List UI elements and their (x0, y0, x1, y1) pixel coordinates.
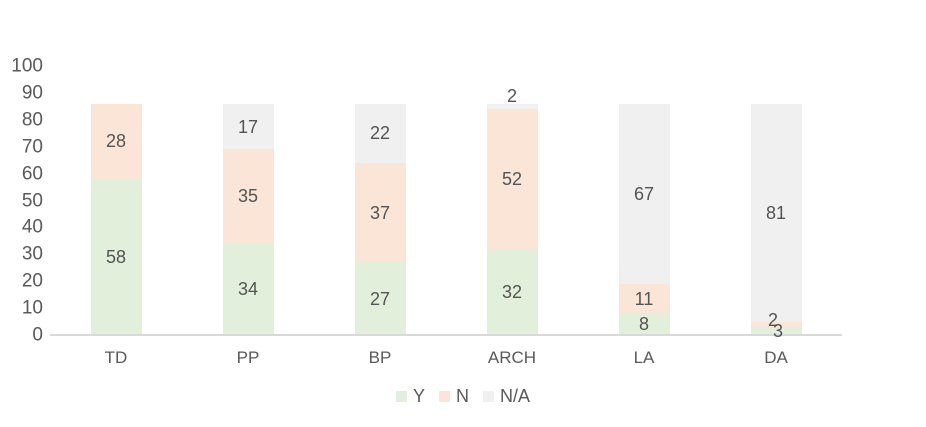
data-label: 37 (369, 202, 391, 223)
data-label: 22 (369, 123, 391, 144)
bar-segment-n-a-la (618, 103, 670, 284)
y-axis-tick-label: 40 (21, 216, 43, 238)
y-axis-tick-label: 70 (21, 136, 43, 158)
data-label: 17 (237, 116, 259, 137)
y-axis-tick-label: 80 (21, 109, 43, 131)
legend-item-n: N (439, 387, 469, 405)
bar-segment-n-arch (486, 109, 538, 249)
bar-segment-y-bp (354, 262, 406, 335)
bar-segment-n-a-bp (354, 103, 406, 163)
bar-segment-n-a-da (750, 103, 802, 322)
legend: Y N N/A (0, 386, 926, 406)
legend-item-y: Y (395, 386, 425, 406)
data-label: 8 (638, 314, 650, 335)
y-axis-tick-label: 20 (21, 270, 43, 292)
legend-label: Y (412, 386, 425, 406)
data-label: 28 (105, 131, 127, 152)
x-axis-category-label: ARCH (487, 348, 537, 367)
data-label: 52 (501, 168, 523, 189)
x-axis-line (50, 334, 842, 336)
bar-segment-n-bp (354, 162, 406, 263)
data-label: 2 (506, 85, 518, 106)
data-label: 32 (501, 281, 523, 302)
data-label: 34 (237, 279, 259, 300)
legend-swatch-y (395, 390, 407, 402)
data-label: 81 (765, 202, 787, 223)
data-label: 35 (237, 186, 259, 207)
y-axis-tick-label: 10 (21, 297, 43, 319)
bar-segment-n-pp (222, 149, 274, 244)
x-axis-category-label: DA (764, 348, 788, 367)
y-axis-tick-label: 90 (21, 82, 43, 104)
y-axis-tick-label: 30 (21, 243, 43, 265)
y-axis-tick-label: 60 (21, 163, 43, 185)
x-axis-category-label: TD (104, 348, 128, 367)
bar-segment-y-pp (222, 243, 274, 335)
x-axis-category-label: LA (633, 348, 655, 367)
legend-label: N/A (500, 386, 531, 406)
bar-segment-n-a-pp (222, 103, 274, 150)
bar-segment-n-la (618, 283, 670, 314)
y-axis-tick-label: 0 (32, 324, 43, 346)
data-label: 3 (772, 320, 784, 341)
legend-item-n-a: N/A (483, 387, 530, 405)
bar-segment-y-arch (486, 248, 538, 335)
bar-segment-y-da (750, 326, 802, 335)
data-label: 11 (634, 288, 654, 309)
bar-segment-n-da (750, 321, 802, 327)
y-axis-tick-label: 50 (21, 190, 43, 211)
bar-segment-n-a-arch (486, 103, 538, 110)
bar-segment-y-la (618, 313, 670, 335)
bar-segment-n-td (90, 103, 142, 179)
legend-swatch-n (439, 390, 450, 402)
data-label: 2 (767, 309, 779, 330)
legend-label: N (456, 386, 469, 406)
data-label: 58 (105, 246, 127, 267)
x-axis-category-label: PP (236, 348, 260, 367)
y-axis-tick-label: 100 (11, 55, 43, 77)
legend-swatch-n-a (483, 390, 494, 402)
data-label: 27 (369, 288, 391, 309)
data-label: 67 (633, 183, 655, 204)
x-axis-category-label: BP (368, 348, 392, 367)
bar-segment-y-td (90, 178, 142, 335)
